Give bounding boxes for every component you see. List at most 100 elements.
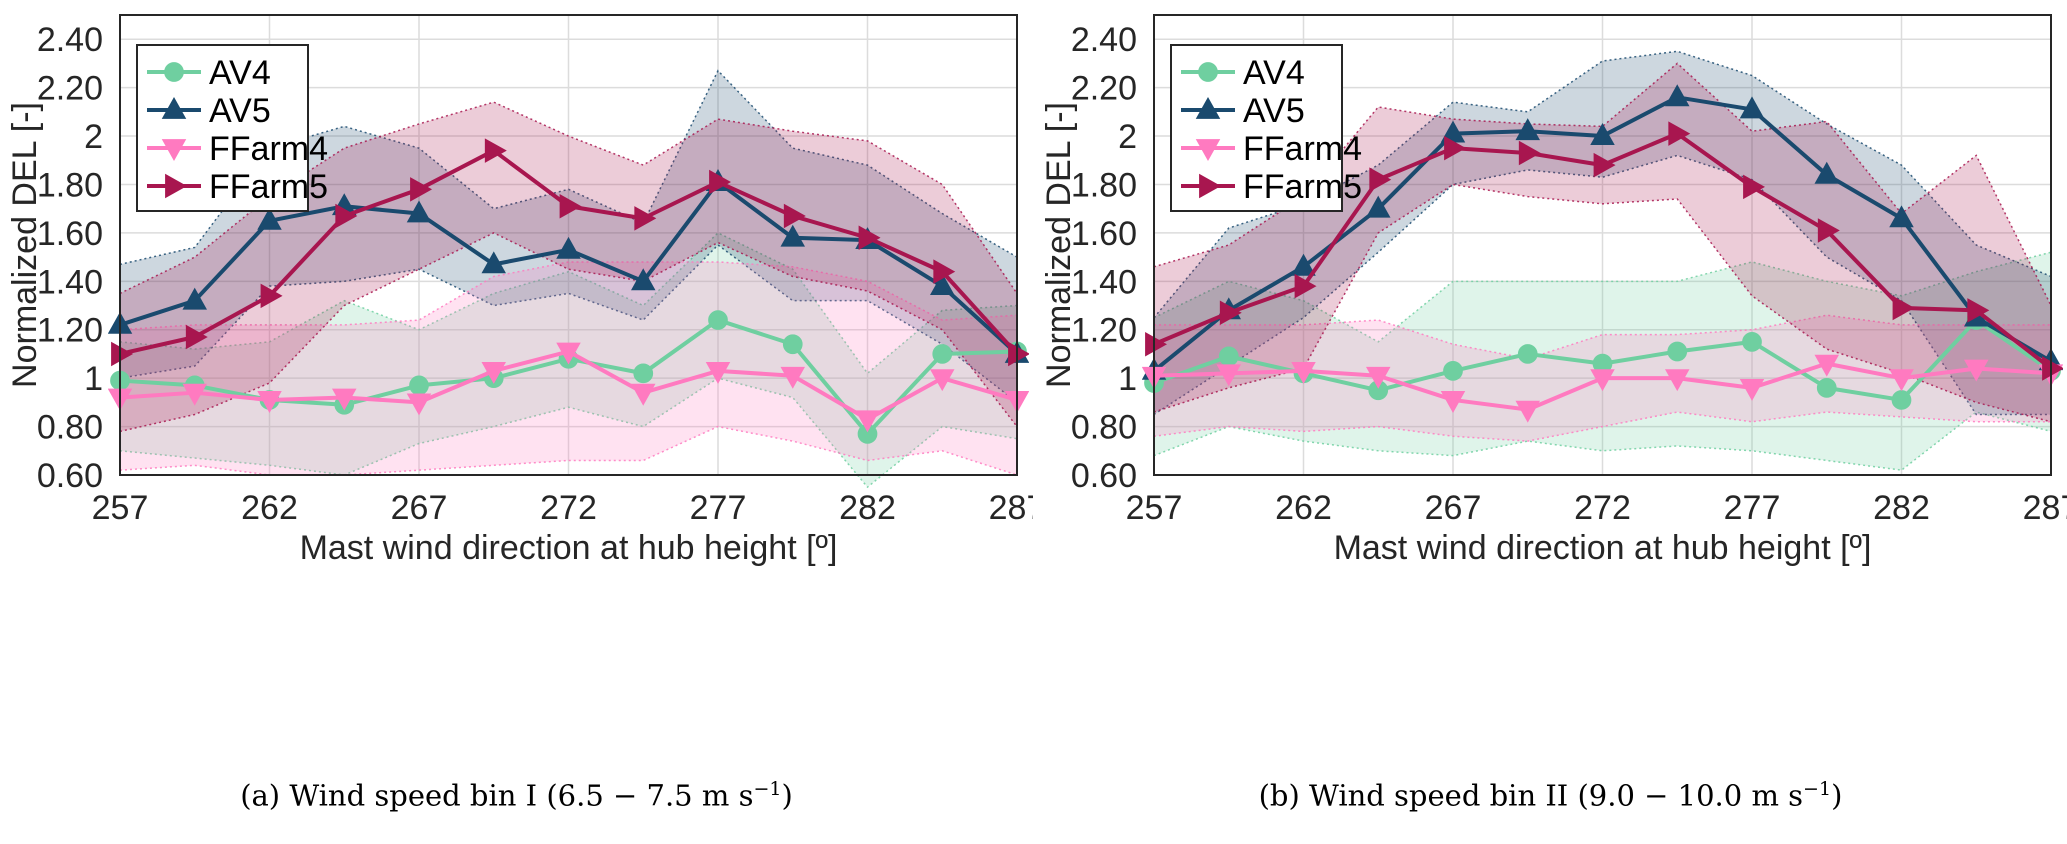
marker-av4-b: [1218, 346, 1239, 367]
y-tick-label: 1.40: [1071, 263, 1137, 301]
y-tick-label: 1: [84, 360, 103, 398]
marker-av5-a: [182, 287, 208, 310]
legend-label-ffarm4: FFarm4: [1243, 130, 1362, 168]
y-tick-label: 1.20: [37, 312, 103, 350]
legend-marker-av5: [161, 96, 187, 119]
marker-ffarm4-a: [705, 361, 731, 384]
marker-ffarm4-b: [1590, 369, 1615, 392]
marker-av5-a: [257, 207, 282, 230]
legend-marker-ffarm4: [1195, 139, 1221, 162]
band-upper-av4-a: [119, 231, 1018, 375]
marker-ffarm4-b: [1515, 400, 1541, 423]
x-axis-label: Mast wind direction at hub height [º]: [300, 529, 838, 567]
y-tick-label: 0.80: [1071, 409, 1137, 447]
y-tick-label: 2.40: [37, 21, 103, 59]
y-tick-label: 0.60: [1071, 457, 1137, 495]
band-lower-ffarm4-b: [1153, 411, 2051, 442]
marker-ffarm4-b: [1216, 364, 1242, 387]
legend-label-ffarm5: FFarm5: [1243, 168, 1362, 206]
band-lower-av5-a: [119, 244, 1018, 403]
axes-frame-b: [1153, 14, 2052, 476]
marker-ffarm4-b: [1739, 378, 1765, 401]
band-av5-b: [1154, 51, 2051, 415]
marker-av5-b: [1664, 84, 1690, 107]
marker-ffarm5-a: [634, 206, 657, 231]
legend-label-av4: AV4: [209, 54, 271, 92]
marker-ffarm4-b: [1291, 361, 1316, 384]
marker-ffarm4-a: [780, 366, 806, 389]
ticks-a: 257 262 267 272 277 282 287 0.60 0.80 1 1.20 1.40 1.…: [37, 21, 1046, 527]
marker-av5-b: [1814, 161, 1840, 184]
marker-ffarm5-b: [1817, 218, 1840, 243]
chart-b: 257 262 267 272 277 282 287 0.60 0.80 1 1.20 1.40 1.…: [1040, 14, 2067, 567]
panel-b: 257 262 267 272 277 282 287 0.60 0.80 1 1.20 1.40 1.…: [1034, 0, 2067, 839]
chart-a: 257 262 267 272 277 282 287 0.60 0.80 1 1.20 1.40 1.…: [6, 14, 1046, 567]
x-tick-label: 277: [1724, 489, 1781, 527]
marker-av5-b: [1291, 253, 1316, 276]
marker-av5-a: [780, 224, 806, 247]
y-tick-label: 2: [1118, 118, 1137, 156]
band-ffarm5-b: [1154, 63, 2051, 422]
x-tick-label: 262: [1275, 489, 1332, 527]
x-tick-label: 267: [391, 489, 448, 527]
marker-ffarm5-a: [111, 341, 134, 367]
y-tick-label: 1.60: [37, 215, 103, 253]
x-tick-label: 262: [241, 489, 298, 527]
marker-ffarm5-b: [1743, 174, 1766, 200]
marker-ffarm4-a: [929, 369, 955, 392]
marker-ffarm4-a: [556, 342, 581, 365]
band-lower-av4-a: [119, 377, 1018, 489]
marker-ffarm5-a: [559, 194, 582, 219]
x-tick-label: 282: [839, 489, 896, 527]
marker-ffarm4-a: [257, 391, 282, 413]
marker-ffarm5-a: [858, 225, 881, 250]
y-tick-label: 2: [84, 118, 103, 156]
y-tick-label: 1: [1118, 360, 1137, 398]
marker-ffarm5-a: [933, 259, 956, 284]
band-av5-a: [120, 70, 1017, 403]
series-a: [108, 138, 1029, 444]
marker-ffarm4-b: [1664, 369, 1690, 392]
ticks-b: 257 262 267 272 277 282 287 0.60 0.80 1 1.20 1.40 1.…: [1071, 21, 2067, 527]
caption-b: (b) Wind speed bin II (9.0 − 10.0 m s−1): [1258, 778, 1843, 813]
band-upper-av4-b: [1153, 251, 2052, 343]
legend-marker-av5: [1195, 96, 1221, 119]
marker-ffarm4-a: [406, 393, 432, 416]
legend-label-av5: AV5: [1243, 92, 1305, 130]
x-tick-label: 287: [2023, 489, 2067, 527]
marker-ffarm5-a: [260, 283, 283, 309]
marker-av4-b: [1742, 331, 1762, 352]
marker-ffarm4-a: [331, 388, 357, 411]
marker-ffarm5-a: [410, 177, 433, 202]
marker-ffarm5-b: [2042, 356, 2063, 381]
legend-label-ffarm4: FFarm4: [209, 130, 328, 168]
y-tick-label: 1.80: [37, 166, 103, 204]
marker-ffarm5-b: [1967, 298, 1990, 323]
band-ffarm5-a: [120, 102, 1017, 432]
x-tick-label: 257: [92, 489, 149, 527]
y-tick-label: 0.80: [37, 409, 103, 447]
y-tick-label: 1.40: [37, 263, 103, 301]
y-tick-label: 1.60: [1071, 215, 1137, 253]
marker-ffarm5-b: [1444, 135, 1467, 161]
marker-av4-b: [1517, 344, 1538, 364]
marker-ffarm4-a: [182, 383, 208, 406]
marker-ffarm4-b: [1365, 366, 1391, 389]
band-lower-av4-b: [1153, 411, 2052, 471]
marker-ffarm5-a: [185, 324, 208, 350]
marker-av5-b: [1515, 118, 1541, 141]
marker-ffarm5-a: [484, 138, 507, 163]
x-tick-label: 287: [989, 489, 1033, 527]
marker-av4-b: [1443, 361, 1463, 381]
x-tick-label: 277: [690, 489, 747, 527]
marker-av4-a: [633, 363, 654, 384]
legend-marker-ffarm5: [165, 173, 188, 199]
y-tick-label: 1.20: [1071, 312, 1137, 350]
legend-marker-av4: [1198, 62, 1218, 82]
marker-av4-b: [1891, 390, 1912, 410]
marker-av4-a: [409, 375, 429, 396]
marker-ffarm5-b: [1145, 332, 1168, 357]
y-tick-label: 2.20: [1071, 70, 1137, 108]
x-axis-label: Mast wind direction at hub height [º]: [1334, 529, 1872, 567]
